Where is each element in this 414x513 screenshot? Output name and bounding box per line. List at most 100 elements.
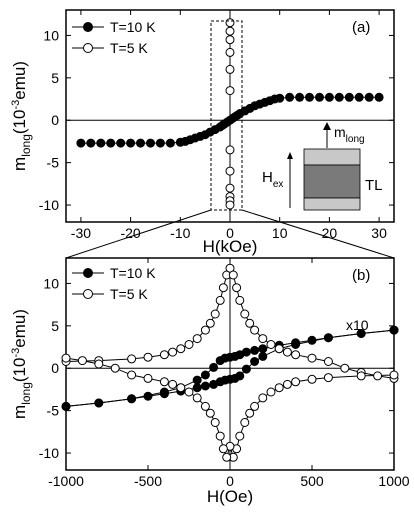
panel-b-ylabel: mlong(10-3emu): [10, 309, 33, 419]
xtick-label: 0: [226, 225, 234, 241]
data-point: [210, 418, 220, 427]
data-point: [245, 408, 255, 418]
data-point: [225, 145, 235, 155]
inset-label-hex: Hex: [262, 169, 283, 190]
ytick-label: 0: [51, 112, 59, 128]
data-point: [192, 383, 202, 393]
data-point: [240, 418, 250, 427]
data-point: [143, 352, 153, 362]
panel-b-points: [61, 263, 399, 462]
legend-a-marker-10k: [83, 22, 93, 32]
data-point: [86, 138, 96, 148]
data-point: [225, 35, 235, 45]
data-point: [96, 138, 106, 148]
data-point: [307, 374, 317, 384]
data-point: [116, 138, 126, 148]
data-point: [250, 401, 260, 411]
legend-a-label-10k: T=10 K: [110, 19, 156, 35]
panel-a-points: [76, 18, 384, 210]
data-point: [228, 270, 238, 280]
data-point: [200, 401, 210, 411]
data-point: [176, 344, 186, 354]
panel-b-zero-lines: [66, 258, 394, 470]
legend-b-label-10k: T=10 K: [110, 265, 156, 281]
data-point: [291, 340, 301, 349]
data-point: [126, 138, 136, 148]
inset-label-mlong: mlong: [334, 124, 365, 145]
data-point: [192, 393, 202, 403]
ytick-label: 0: [51, 360, 59, 376]
data-point: [235, 295, 245, 305]
xtick-label: 30: [371, 225, 387, 241]
data-point: [307, 353, 317, 363]
data-point: [192, 334, 202, 344]
data-point: [106, 138, 116, 148]
data-point: [315, 92, 324, 102]
ytick-label: -10: [39, 445, 59, 461]
data-point: [200, 370, 210, 380]
data-point: [218, 444, 228, 454]
data-point: [258, 351, 268, 361]
data-point: [225, 86, 235, 96]
data-point: [291, 350, 301, 360]
data-point: [364, 92, 374, 102]
data-point: [307, 335, 317, 345]
data-point: [240, 309, 250, 319]
data-point: [61, 353, 71, 363]
data-point: [155, 138, 165, 148]
legend-a-label-5k: T=5 K: [110, 40, 148, 56]
data-point: [389, 370, 399, 380]
inset-layer-top: [303, 148, 361, 166]
data-point: [205, 408, 215, 418]
inset-hex-arrowhead: [287, 152, 293, 159]
xtick-label: 1000: [378, 473, 409, 489]
zoom-connector-left: [65, 209, 212, 259]
data-point: [127, 394, 137, 404]
legend-b-label-5k: T=5 K: [110, 286, 148, 302]
inset-layer-diagram: mlong Hex TL: [262, 122, 383, 211]
data-point: [250, 325, 260, 335]
data-point: [165, 138, 175, 148]
zoom-region-box: [210, 20, 243, 211]
panel-b-label: (b): [352, 267, 370, 284]
xtick-label: -500: [134, 473, 162, 489]
data-point: [77, 356, 87, 366]
data-point: [356, 371, 366, 381]
data-point: [168, 347, 178, 357]
data-point: [143, 391, 153, 401]
data-point: [356, 329, 366, 338]
data-point: [225, 200, 235, 210]
data-point: [266, 387, 276, 397]
legend-b-marker-10k: [83, 268, 93, 278]
data-point: [225, 183, 235, 193]
xtick-label: 0: [226, 473, 234, 489]
ytick-label: 5: [51, 70, 59, 86]
data-point: [305, 92, 314, 102]
data-point: [340, 363, 350, 373]
ytick-label: -5: [47, 155, 60, 171]
xtick-label: -30: [71, 225, 91, 241]
annotation-x10: x10: [346, 317, 369, 333]
data-point: [127, 370, 137, 380]
data-point: [232, 283, 242, 293]
data-point: [282, 347, 292, 357]
data-point: [274, 383, 284, 393]
xtick-label: -20: [120, 225, 140, 241]
xtick-label: -1000: [48, 473, 84, 489]
data-point: [205, 318, 215, 328]
data-point: [225, 166, 235, 176]
data-point: [295, 92, 305, 102]
inset-layer-bottom: [303, 197, 361, 211]
data-point: [323, 357, 333, 366]
ytick-label: 5: [51, 318, 59, 334]
data-point: [209, 362, 219, 372]
panel-b-legend: T=10 K T=5 K: [72, 265, 156, 302]
data-point: [225, 64, 235, 74]
inset-mlong-arrowhead: [323, 122, 331, 130]
data-point: [282, 379, 292, 389]
data-point: [168, 379, 178, 389]
ytick-label: 10: [43, 275, 59, 291]
panel-a-xlabel: H(kOe): [203, 237, 258, 256]
data-point: [241, 364, 251, 374]
data-point: [159, 350, 169, 360]
